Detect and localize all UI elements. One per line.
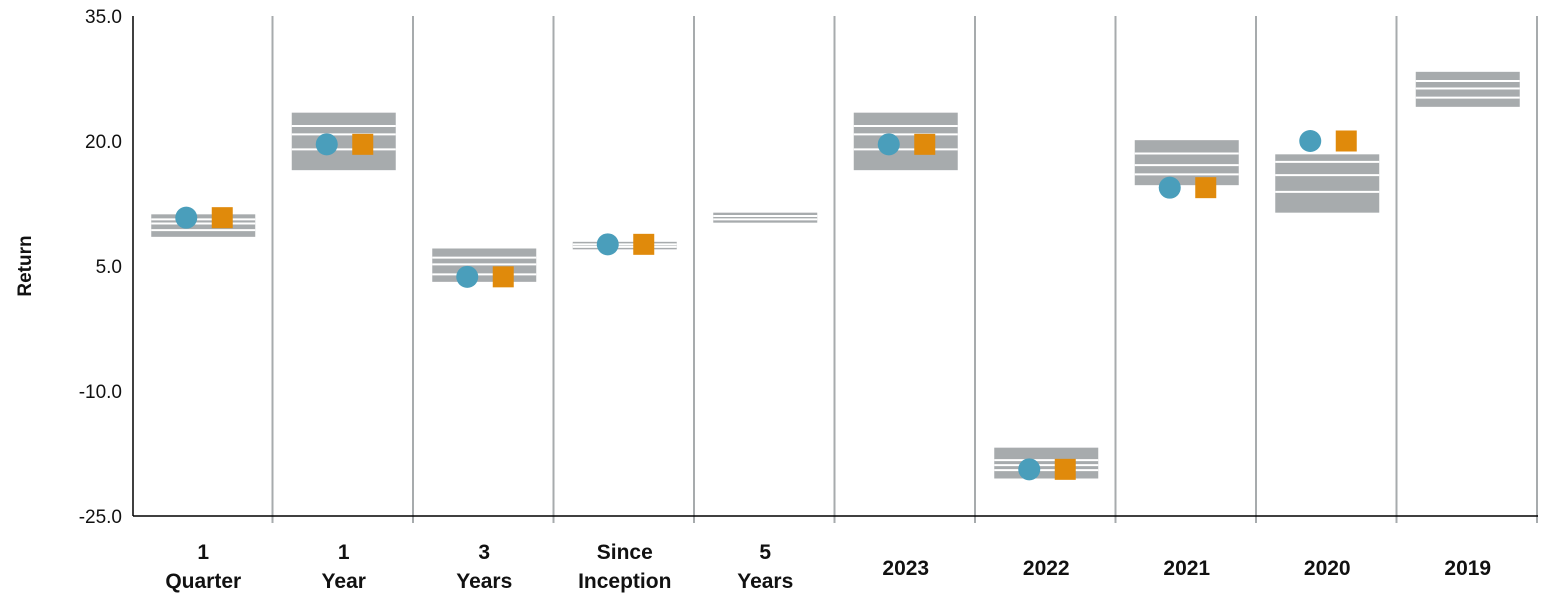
range-bar (994, 447, 1099, 479)
y-tick-label: -10.0 (79, 382, 122, 403)
axes (132, 16, 1538, 517)
x-category-label: 2019 (1444, 557, 1491, 580)
portfolio-marker (596, 233, 619, 256)
x-category-label: Inception (578, 570, 671, 593)
x-category-label: 2021 (1163, 557, 1210, 580)
portfolio-marker (175, 206, 198, 229)
x-category-label: 3 (478, 541, 490, 564)
benchmark-marker (352, 133, 374, 155)
x-category-label: Years (456, 570, 512, 593)
return-markers (175, 130, 1357, 481)
x-category-label: 5 (759, 541, 771, 564)
benchmark-marker (1195, 177, 1217, 199)
y-tick-label: 35.0 (85, 7, 122, 28)
y-tick-label: -25.0 (79, 507, 122, 528)
benchmark-marker (492, 266, 514, 288)
portfolio-marker (315, 133, 338, 156)
y-tick-label: 5.0 (96, 257, 122, 278)
range-bar (151, 214, 256, 237)
x-category-label: Year (322, 570, 366, 593)
range-bar (1275, 154, 1380, 213)
benchmark-marker (633, 233, 655, 255)
x-category-label: 2023 (882, 557, 929, 580)
portfolio-marker (877, 133, 900, 156)
x-category-labels: 1 Quarter 1 Year 3 Years Since Inception 5 Years 2… (165, 541, 1491, 593)
range-bar (713, 212, 818, 223)
x-category-label: Since (597, 541, 653, 564)
portfolio-marker (1018, 458, 1041, 481)
x-category-label: Quarter (165, 570, 241, 593)
range-bar (1134, 140, 1239, 186)
benchmark-marker (1054, 458, 1076, 480)
x-category-label: 2020 (1304, 557, 1351, 580)
portfolio-marker (456, 265, 479, 288)
range-bar (572, 241, 677, 250)
y-tick-labels: 35.0 20.0 5.0 -10.0 -25.0 (79, 7, 122, 528)
benchmark-marker (1335, 130, 1357, 152)
category-dividers (271, 16, 1538, 523)
y-tick-label: 20.0 (85, 132, 122, 153)
x-category-label: 1 (197, 541, 209, 564)
range-bar (853, 112, 958, 171)
range-bars (151, 71, 1520, 479)
range-bar (291, 112, 396, 171)
x-category-label: 2022 (1023, 557, 1070, 580)
y-axis-title: Return (15, 235, 36, 296)
x-category-label: 1 (338, 541, 350, 564)
x-category-label: Years (737, 570, 793, 593)
benchmark-marker (914, 133, 936, 155)
benchmark-marker (211, 207, 233, 229)
portfolio-marker (1158, 176, 1181, 199)
portfolio-marker (1299, 130, 1322, 152)
